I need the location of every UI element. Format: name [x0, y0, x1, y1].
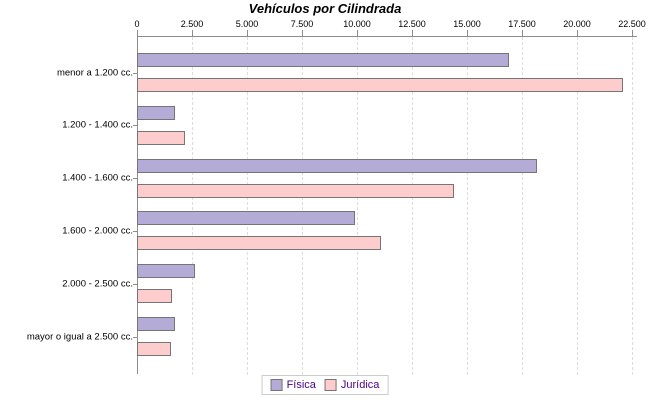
x-tick-label: 10.000	[343, 19, 371, 29]
bar-fisica	[137, 211, 355, 225]
chart-title: Vehículos por Cilindrada	[248, 1, 402, 16]
bar-fisica	[137, 159, 537, 173]
bar-fisica	[137, 317, 175, 331]
bar-fisica	[137, 264, 195, 278]
category-label: mayor o igual a 2.500 cc.	[26, 331, 133, 343]
legend: Física Jurídica	[261, 375, 389, 395]
category-label: 1.400 - 1.600 cc.	[62, 172, 133, 184]
bar-juridica	[137, 342, 171, 356]
x-tick-mark	[137, 30, 138, 36]
x-tick-mark	[192, 30, 193, 36]
legend-label-fisica: Física	[286, 379, 316, 391]
legend-label-juridica: Jurídica	[340, 379, 380, 391]
legend-item-juridica: Jurídica	[324, 379, 380, 391]
vertical-gridline	[192, 37, 193, 375]
bar-juridica	[137, 236, 381, 250]
x-tick-label: 2.500	[180, 19, 204, 29]
x-tick-mark	[522, 30, 523, 36]
bar-fisica	[137, 106, 175, 120]
category-label: 2.000 - 2.500 cc.	[62, 278, 133, 290]
x-tick-label: 17.500	[508, 19, 536, 29]
x-tick-mark	[247, 30, 248, 36]
x-tick-label: 0	[134, 19, 140, 29]
vertical-gridline	[357, 37, 358, 375]
y-tick-mark	[133, 73, 137, 74]
x-tick-mark	[302, 30, 303, 36]
bar-fisica	[137, 53, 509, 67]
x-tick-mark	[577, 30, 578, 36]
y-axis-line	[137, 36, 138, 374]
fisica-swatch-icon	[270, 379, 283, 391]
bar-juridica	[137, 131, 185, 145]
category-label: menor a 1.200 cc.	[56, 67, 133, 79]
y-tick-mark	[133, 337, 137, 338]
juridica-swatch-icon	[324, 379, 337, 391]
y-tick-mark	[133, 125, 137, 126]
vertical-gridline	[412, 37, 413, 375]
x-axis-line	[137, 36, 637, 37]
x-tick-label: 7.500	[290, 19, 314, 29]
y-tick-mark	[133, 178, 137, 179]
x-tick-label: 12.500	[398, 19, 426, 29]
x-tick-mark	[467, 30, 468, 36]
y-tick-mark	[133, 284, 137, 285]
vertical-gridline	[302, 37, 303, 375]
x-tick-mark	[412, 30, 413, 36]
vertical-gridline	[577, 37, 578, 375]
x-tick-label: 20.000	[563, 19, 591, 29]
vertical-gridline	[522, 37, 523, 375]
x-tick-label: 22.500	[618, 19, 646, 29]
bar-juridica	[137, 184, 454, 198]
category-label: 1.200 - 1.400 cc.	[62, 119, 133, 131]
x-tick-label: 15.000	[453, 19, 481, 29]
vertical-gridline	[467, 37, 468, 375]
x-tick-mark	[632, 30, 633, 36]
y-tick-mark	[133, 231, 137, 232]
category-label: 1.600 - 2.000 cc.	[62, 225, 133, 237]
x-tick-mark	[357, 30, 358, 36]
bar-juridica	[137, 78, 623, 92]
vertical-gridline	[632, 37, 633, 375]
x-tick-label: 5.000	[235, 19, 259, 29]
legend-item-fisica: Física	[270, 379, 316, 391]
vertical-gridline	[247, 37, 248, 375]
bar-juridica	[137, 289, 172, 303]
